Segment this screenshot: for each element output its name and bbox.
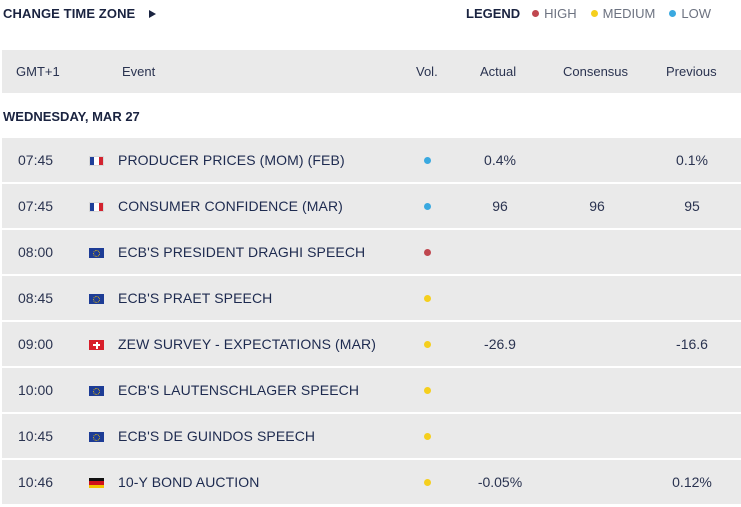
actual-value: -26.9 — [484, 336, 516, 352]
header-actual: Actual — [480, 64, 517, 79]
table-row[interactable]: 07:45 CONSUMER CONFIDENCE (MAR) 96 96 95 — [2, 184, 741, 228]
previous-value: -16.6 — [676, 336, 708, 352]
event-time: 10:46 — [18, 474, 54, 490]
event-name[interactable]: PRODUCER PRICES (MOM) (FEB) — [118, 152, 345, 168]
legend: LEGEND HIGH MEDIUM LOW — [466, 6, 711, 21]
flag-france-icon — [89, 202, 104, 212]
flag-eu-icon — [89, 386, 104, 396]
event-name[interactable]: 10-Y BOND AUCTION — [118, 474, 260, 490]
header-event: Event — [122, 64, 156, 79]
legend-item-low: LOW — [669, 6, 711, 21]
event-time: 10:00 — [18, 382, 54, 398]
low-dot-icon — [669, 10, 677, 17]
flag-eu-icon — [89, 432, 104, 442]
day-label: WEDNESDAY, MAR 27 — [3, 109, 140, 124]
header-previous: Previous — [666, 64, 717, 79]
legend-title: LEGEND — [466, 6, 521, 21]
change-time-zone-button[interactable]: CHANGE TIME ZONE — [3, 6, 157, 21]
header-time: GMT+1 — [16, 64, 60, 79]
event-list: 07:45 PRODUCER PRICES (MOM) (FEB) 0.4% 0.1%… — [2, 138, 741, 506]
legend-medium-label: MEDIUM — [602, 6, 656, 21]
table-row[interactable]: 08:45 ECB'S PRAET SPEECH — [2, 276, 741, 320]
consensus-value: 96 — [589, 198, 605, 214]
event-name[interactable]: CONSUMER CONFIDENCE (MAR) — [118, 198, 343, 214]
volatility-medium-dot-icon — [424, 479, 431, 486]
volatility-medium-dot-icon — [424, 295, 431, 302]
day-heading: WEDNESDAY, MAR 27 — [0, 105, 741, 131]
previous-value: 95 — [684, 198, 700, 214]
event-time: 08:45 — [18, 290, 54, 306]
event-name[interactable]: ECB'S PRESIDENT DRAGHI SPEECH — [118, 244, 366, 260]
previous-value: 0.12% — [672, 474, 712, 490]
event-name[interactable]: ECB'S LAUTENSCHLAGER SPEECH — [118, 382, 360, 398]
table-header: GMT+1 Event Vol. Actual Consensus Previo… — [2, 50, 741, 93]
legend-item-high: HIGH — [532, 6, 577, 21]
medium-dot-icon — [590, 10, 598, 17]
legend-low-label: LOW — [681, 6, 712, 21]
table-row[interactable]: 10:46 10-Y BOND AUCTION -0.05% 0.12% — [2, 460, 741, 504]
event-name[interactable]: ECB'S DE GUINDOS SPEECH — [118, 428, 316, 444]
actual-value: 96 — [492, 198, 508, 214]
change-time-zone-label: CHANGE TIME ZONE — [3, 6, 136, 21]
top-bar: CHANGE TIME ZONE LEGEND HIGH MEDIUM LOW — [0, 0, 741, 32]
header-volatility: Vol. — [416, 64, 438, 79]
table-row[interactable]: 10:45 ECB'S DE GUINDOS SPEECH — [2, 414, 741, 458]
legend-high-label: HIGH — [544, 6, 577, 21]
header-consensus: Consensus — [563, 64, 629, 79]
high-dot-icon — [532, 10, 540, 17]
table-row[interactable]: 07:45 PRODUCER PRICES (MOM) (FEB) 0.4% 0.1% — [2, 138, 741, 182]
volatility-medium-dot-icon — [424, 341, 431, 348]
actual-value: 0.4% — [484, 152, 516, 168]
event-time: 10:45 — [18, 428, 54, 444]
flag-eu-icon — [89, 248, 104, 258]
flag-germany-icon — [89, 478, 104, 488]
previous-value: 0.1% — [676, 152, 708, 168]
event-time: 08:00 — [18, 244, 54, 260]
volatility-high-dot-icon — [424, 249, 431, 256]
flag-france-icon — [89, 156, 104, 166]
play-arrow-icon — [149, 9, 157, 18]
table-row[interactable]: 09:00 ZEW SURVEY - EXPECTATIONS (MAR) -26.… — [2, 322, 741, 366]
event-time: 09:00 — [18, 336, 54, 352]
event-time: 07:45 — [18, 152, 54, 168]
volatility-medium-dot-icon — [424, 433, 431, 440]
event-name[interactable]: ECB'S PRAET SPEECH — [118, 290, 273, 306]
flag-switzerland-icon — [89, 340, 104, 350]
legend-item-medium: MEDIUM — [590, 6, 656, 21]
actual-value: -0.05% — [477, 474, 523, 490]
flag-eu-icon — [89, 294, 104, 304]
table-row[interactable]: 08:00 ECB'S PRESIDENT DRAGHI SPEECH — [2, 230, 741, 274]
table-row[interactable]: 10:00 ECB'S LAUTENSCHLAGER SPEECH — [2, 368, 741, 412]
volatility-low-dot-icon — [424, 157, 431, 164]
volatility-medium-dot-icon — [424, 387, 431, 394]
event-time: 07:45 — [18, 198, 54, 214]
volatility-low-dot-icon — [424, 203, 431, 210]
event-name[interactable]: ZEW SURVEY - EXPECTATIONS (MAR) — [118, 336, 376, 352]
